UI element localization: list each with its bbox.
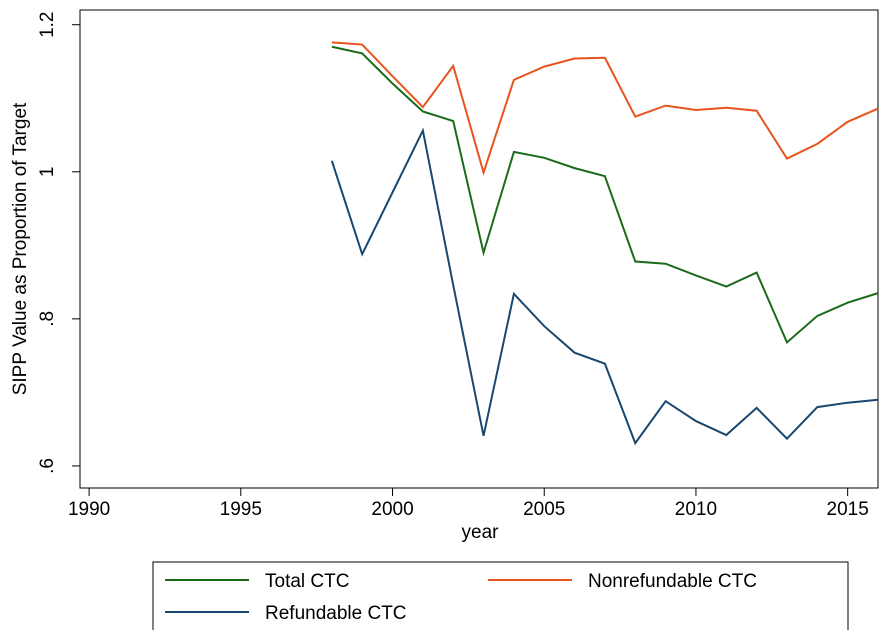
y-tick-label: 1.2	[37, 11, 58, 37]
y-tick-label: 1	[37, 166, 58, 177]
legend-label: Nonrefundable CTC	[588, 571, 757, 592]
line-series	[331, 41, 879, 176]
plot-frame	[79, 9, 879, 489]
line-series	[330, 127, 879, 446]
y-tick-label: .6	[37, 458, 58, 474]
legend-label: Refundable CTC	[265, 603, 407, 624]
legend-label: Total CTC	[265, 571, 349, 592]
legend-box	[152, 561, 849, 635]
line-series	[331, 45, 879, 345]
x-tick-label: 2015	[827, 499, 869, 520]
x-tick-label: 1990	[68, 499, 110, 520]
y-axis-label: SIPP Value as Proportion of Target	[10, 102, 31, 395]
x-tick-label: 2000	[371, 499, 413, 520]
x-axis-label: year	[462, 522, 500, 543]
x-tick-label: 2005	[523, 499, 565, 520]
x-tick-label: 2010	[675, 499, 717, 520]
x-tick-label: 1995	[220, 499, 262, 520]
y-tick-label: .8	[37, 311, 58, 327]
